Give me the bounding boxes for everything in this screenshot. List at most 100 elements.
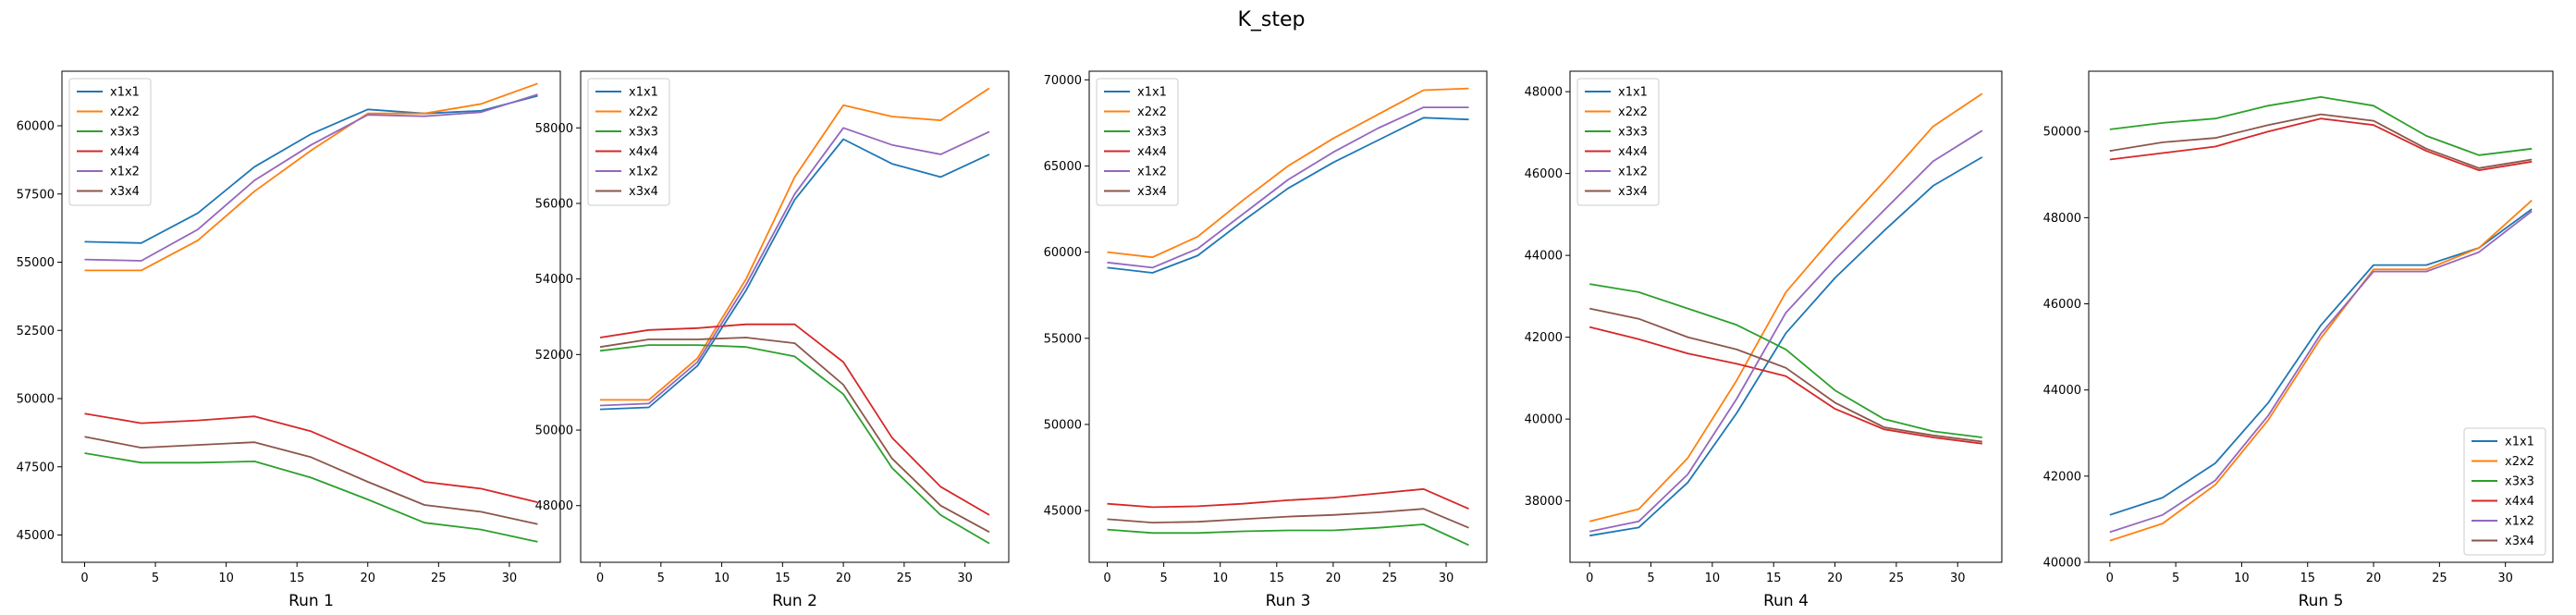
legend: x1x1 x2x2 x3x3 x4x4 x1x2 x3x4 <box>1576 78 1660 206</box>
legend-label-x3x4: x3x4 <box>629 185 658 199</box>
x-tick-label: 5 <box>1159 572 1167 585</box>
y-tick-label: 44000 <box>1525 250 1563 264</box>
series-line-x2x2 <box>1107 87 1469 259</box>
y-tick-label: 52000 <box>535 349 573 363</box>
y-tick-label: 50000 <box>1044 418 1082 432</box>
x-tick-label: 10 <box>218 572 234 585</box>
series-line-x4x4 <box>84 412 538 503</box>
y-tick-label: 58000 <box>535 122 573 136</box>
axes-frame <box>1569 70 2003 563</box>
series-line-x3x3 <box>84 452 538 543</box>
x-tick-label: 0 <box>1586 572 1593 585</box>
y-tick-label: 60000 <box>1044 246 1082 260</box>
legend-box <box>587 78 670 206</box>
legend-label-x1x1: x1x1 <box>1618 86 1648 100</box>
x-tick-label: 30 <box>1439 572 1454 585</box>
y-tick-label: 48000 <box>535 499 573 513</box>
series-line-x1x1 <box>599 138 990 411</box>
series-line-x1x2 <box>1107 106 1469 269</box>
y-tick-label: 65000 <box>1044 160 1082 174</box>
legend-label-x2x2: x2x2 <box>2505 455 2534 469</box>
series-line-x1x1 <box>2109 208 2533 516</box>
y-tick-label: 55000 <box>1044 332 1082 346</box>
axes-frame <box>2088 70 2554 563</box>
legend: x1x1 x2x2 x3x3 x4x4 x1x2 x3x4 <box>68 78 152 206</box>
subplot-run-5: 0 5 10 15 20 25 30 40000 42000 44000 46000 48000 500… <box>2043 70 2554 610</box>
legend-box <box>2463 427 2546 556</box>
legend-label-x1x2: x1x2 <box>1618 166 1648 179</box>
x-tick-label: 25 <box>431 572 447 585</box>
series-line-x2x2 <box>2109 200 2533 542</box>
y-tick-label: 47500 <box>17 461 55 474</box>
series-line-x3x3 <box>2109 96 2533 156</box>
x-axis-label: Run 1 <box>288 592 334 610</box>
y-tick-label: 42000 <box>1525 331 1563 345</box>
y-tick-label: 55000 <box>17 256 55 270</box>
y-tick-label: 57500 <box>17 188 55 202</box>
y-tick-label: 44000 <box>2043 384 2081 398</box>
x-tick-label: 5 <box>657 572 665 585</box>
y-tick-label: 50000 <box>535 424 573 438</box>
axes-frame <box>1088 70 1488 563</box>
y-tick-label: 40000 <box>2043 557 2081 571</box>
legend-label-x3x3: x3x3 <box>2505 475 2534 489</box>
y-tick-label: 52500 <box>17 325 55 338</box>
x-tick-label: 5 <box>152 572 159 585</box>
legend-label-x3x4: x3x4 <box>110 185 140 199</box>
x-tick-label: 25 <box>1382 572 1398 585</box>
x-axis-label: Run 3 <box>1266 592 1311 610</box>
subplot-run-3: 0 5 10 15 20 25 30 45000 50000 55000 60000 65000 700… <box>1044 70 1488 610</box>
legend-label-x4x4: x4x4 <box>629 145 658 159</box>
x-tick-label: 10 <box>1212 572 1228 585</box>
x-tick-label: 30 <box>957 572 973 585</box>
y-tick-label: 40000 <box>1525 413 1563 427</box>
legend-label-x2x2: x2x2 <box>1137 105 1167 119</box>
y-tick-label: 45000 <box>1044 505 1082 519</box>
legend-label-x2x2: x2x2 <box>629 105 658 119</box>
y-tick-label: 60000 <box>17 120 55 134</box>
x-tick-label: 0 <box>596 572 604 585</box>
x-tick-label: 10 <box>2234 572 2250 585</box>
series-line-x4x4 <box>599 323 990 516</box>
subplot-run-1: 0 5 10 15 20 25 30 45000 47500 50000 52500 55000 575… <box>17 70 561 610</box>
legend-label-x4x4: x4x4 <box>110 145 140 159</box>
y-tick-label: 45000 <box>17 529 55 543</box>
legend-label-x4x4: x4x4 <box>2505 495 2534 509</box>
legend-label-x4x4: x4x4 <box>1137 145 1167 159</box>
legend: x1x1 x2x2 x3x3 x4x4 x1x2 x3x4 <box>2463 427 2546 556</box>
x-tick-label: 25 <box>1889 572 1905 585</box>
x-tick-label: 15 <box>289 572 305 585</box>
x-tick-label: 15 <box>775 572 791 585</box>
series-line-x2x2 <box>600 87 990 401</box>
legend-label-x1x1: x1x1 <box>629 86 658 100</box>
y-tick-label: 50000 <box>17 393 55 407</box>
x-tick-label: 10 <box>1705 572 1721 585</box>
legend-label-x1x2: x1x2 <box>2505 515 2534 529</box>
axes-frame <box>580 70 1010 563</box>
x-tick-label: 30 <box>502 572 518 585</box>
series-line-x3x3 <box>599 344 990 545</box>
x-tick-label: 25 <box>2432 572 2447 585</box>
x-tick-label: 15 <box>1766 572 1782 585</box>
y-tick-label: 70000 <box>1044 74 1082 88</box>
legend-label-x3x3: x3x3 <box>110 126 140 140</box>
x-tick-label: 20 <box>360 572 375 585</box>
series-line-x4x4 <box>2109 117 2533 172</box>
x-axis-label: Run 4 <box>1763 592 1809 610</box>
x-tick-label: 10 <box>714 572 730 585</box>
x-tick-label: 25 <box>897 572 913 585</box>
series-line-x3x3 <box>1107 523 1469 547</box>
series-line-x1x2 <box>599 127 990 407</box>
legend-label-x3x4: x3x4 <box>1137 185 1167 199</box>
legend-label-x1x1: x1x1 <box>1137 86 1167 100</box>
x-tick-label: 20 <box>2366 572 2382 585</box>
legend: x1x1 x2x2 x3x3 x4x4 x1x2 x3x4 <box>1096 78 1179 206</box>
series-line-x3x4 <box>599 337 990 534</box>
series-line-x1x2 <box>1589 129 1983 533</box>
subplot-run-4: 0 5 10 15 20 25 30 38000 40000 42000 44000 46000 480… <box>1525 70 2003 610</box>
x-tick-label: 15 <box>2300 572 2315 585</box>
series-line-x1x1 <box>84 94 538 244</box>
legend-label-x2x2: x2x2 <box>1618 105 1648 119</box>
x-axis-label: Run 5 <box>2299 592 2344 610</box>
series-line-x4x4 <box>1107 487 1469 510</box>
